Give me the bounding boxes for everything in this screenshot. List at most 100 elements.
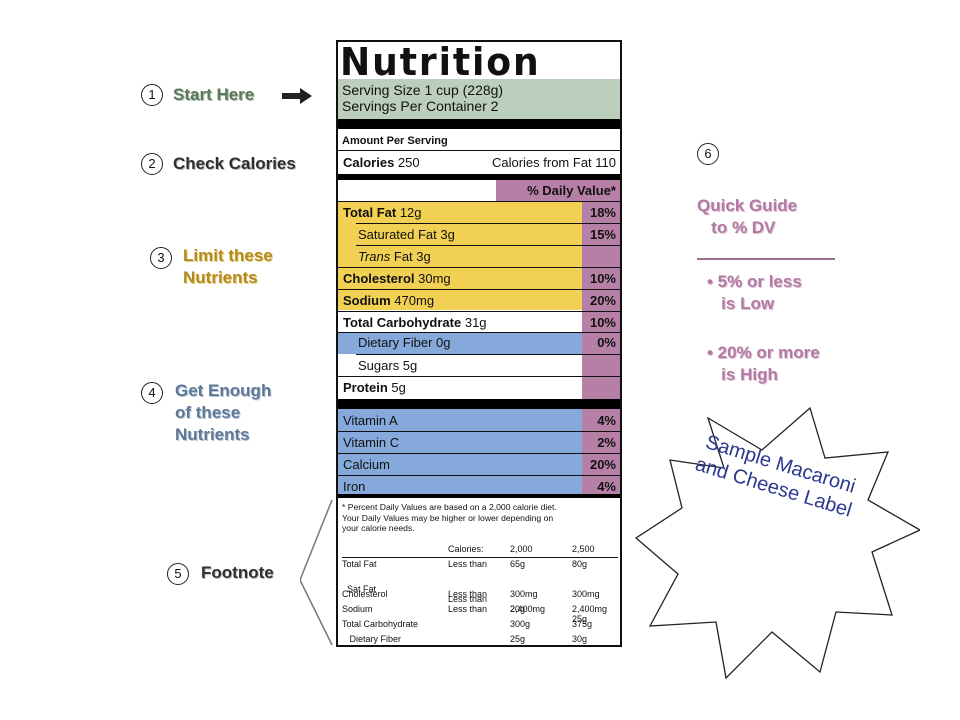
vitamin-a-pct: 4% [597, 413, 616, 428]
iron-row: Iron 4% [338, 476, 620, 498]
fn-cell: 375g [572, 619, 593, 629]
step-2-check-calories: Check Calories [173, 154, 296, 173]
trans-fat-name: Trans [358, 249, 391, 264]
starburst-shape [634, 406, 920, 680]
guide-low: • 5% or less is Low [707, 272, 802, 313]
fn-cell: Sodium [342, 604, 373, 614]
thick-divider [338, 119, 620, 129]
divider [338, 453, 620, 454]
divider [338, 150, 620, 151]
footnote-bracket-lines [300, 499, 333, 646]
sodium-pct: 20% [589, 293, 616, 308]
protein-row: Protein 5g [338, 377, 620, 399]
total-fat-pct: 18% [589, 205, 616, 220]
vitamin-c-name: Vitamin C [343, 435, 400, 450]
sodium-row: Sodium 470mg 20% [338, 290, 620, 312]
servings-per-container: Servings Per Container 2 [342, 98, 499, 114]
serving-size: Serving Size 1 cup (228g) [342, 82, 504, 98]
medium-divider [338, 174, 620, 180]
fn-cell: 300g [510, 619, 531, 629]
nutrition-facts-label: Nutrition Facts Serving Size 1 cup (228g… [336, 40, 622, 647]
limit-band [338, 202, 620, 310]
divider [338, 201, 620, 202]
fn-cell: Dietary Fiber [342, 634, 402, 644]
daily-value-header-text: % Daily Value* [527, 183, 616, 198]
fn-cell: 300mg [572, 589, 600, 599]
step-4-number: 4 [141, 382, 163, 404]
protein-amount: 5g [391, 380, 406, 395]
step-1-start-here: Start Here [173, 85, 255, 104]
fn-cell: Cholesterol [342, 589, 388, 599]
sodium-amount: 470mg [394, 293, 435, 308]
saturated-fat-name: Saturated Fat 3g [358, 227, 455, 242]
vitamin-c-pct: 2% [597, 435, 616, 450]
vitamin-c-row: Vitamin C 2% [338, 432, 620, 454]
fn-cell: 25g [510, 634, 526, 644]
fn-calories-header: Calories: [448, 544, 484, 554]
fn-cell: 80g [572, 559, 588, 569]
calories-value: 250 [397, 155, 420, 170]
divider [356, 354, 620, 355]
trans-fat-rest: Fat 3g [390, 249, 431, 264]
dv-header-bg [496, 180, 582, 202]
dietary-fiber-name: Dietary Fiber 0g [358, 335, 451, 350]
fn-cell: Total Fat [342, 559, 377, 569]
arrow-head-icon [300, 88, 312, 104]
divider [338, 475, 620, 476]
divider [342, 557, 618, 558]
iron-name: Iron [343, 479, 366, 494]
sugars-row: Sugars 5g [338, 355, 620, 377]
medium-divider [338, 494, 620, 498]
amount-per-serving: Amount Per Serving [342, 135, 448, 147]
sodium-name: Sodium [343, 293, 391, 308]
step-2-number: 2 [141, 153, 163, 175]
divider [338, 431, 620, 432]
fn-cell: Total Carbohydrate [342, 619, 419, 629]
divider [356, 245, 620, 246]
total-carb-pct: 10% [589, 315, 616, 330]
total-fat-amount: 12g [399, 205, 422, 220]
guide-high: • 20% or more is High [707, 343, 820, 384]
fn-cell: 30g [572, 634, 588, 644]
dietary-fiber-row: Dietary Fiber 0g 0% [338, 332, 620, 354]
calories-label: Calories [343, 155, 395, 170]
saturated-fat-pct: 15% [589, 227, 616, 242]
step-3-number: 3 [150, 247, 172, 269]
cholesterol-amount: 30mg [418, 271, 451, 286]
total-carb-name: Total Carbohydrate [343, 315, 462, 330]
fn-cell: 65g [510, 559, 526, 569]
divider [338, 311, 620, 312]
fn-cell: Less than [448, 559, 488, 569]
footnote-text: * Percent Daily Values are based on a 2,… [342, 502, 557, 533]
divider [338, 267, 620, 268]
cholesterol-row: Cholesterol 30mg 10% [338, 268, 620, 290]
calcium-pct: 20% [589, 457, 616, 472]
step-1-number: 1 [141, 84, 163, 106]
saturated-fat-row: Saturated Fat 3g 15% [338, 224, 620, 246]
guide-underline [697, 258, 835, 260]
footnote-table-header: Calories: 2,000 2,500 [342, 544, 620, 556]
step-5-number: 5 [167, 563, 189, 585]
serving-section: Serving Size 1 cup (228g) Servings Per C… [338, 79, 620, 119]
thick-divider [338, 399, 620, 409]
vitamin-a-row: Vitamin A 4% [338, 410, 620, 432]
total-carb-row: Total Carbohydrate 31g 10% [338, 312, 620, 334]
arrow-right-icon [282, 93, 302, 99]
fiber-band [338, 332, 620, 354]
step-6-number: 6 [697, 143, 719, 165]
divider [338, 332, 620, 333]
cholesterol-name: Cholesterol [343, 271, 415, 286]
calories-from-fat: Calories from Fat 110 [491, 155, 616, 170]
quick-guide-title: Quick Guide to % DV [697, 196, 798, 237]
protein-name: Protein [343, 380, 388, 395]
cholesterol-pct: 10% [589, 271, 616, 286]
total-fat-row: Total Fat 12g 18% [338, 202, 620, 224]
step-4-get-enough: Get Enough of these Nutrients [175, 381, 272, 444]
trans-fat-row: Trans Fat 3g [338, 246, 620, 268]
divider [338, 289, 620, 290]
total-carb-amount: 31g [464, 315, 487, 330]
step-3-limit-nutrients: Limit these Nutrients [183, 246, 273, 287]
fn-cell: Less than [448, 594, 488, 604]
fn-2000-header: 2,000 [510, 544, 533, 554]
fn-2500-header: 2,500 [572, 544, 595, 554]
